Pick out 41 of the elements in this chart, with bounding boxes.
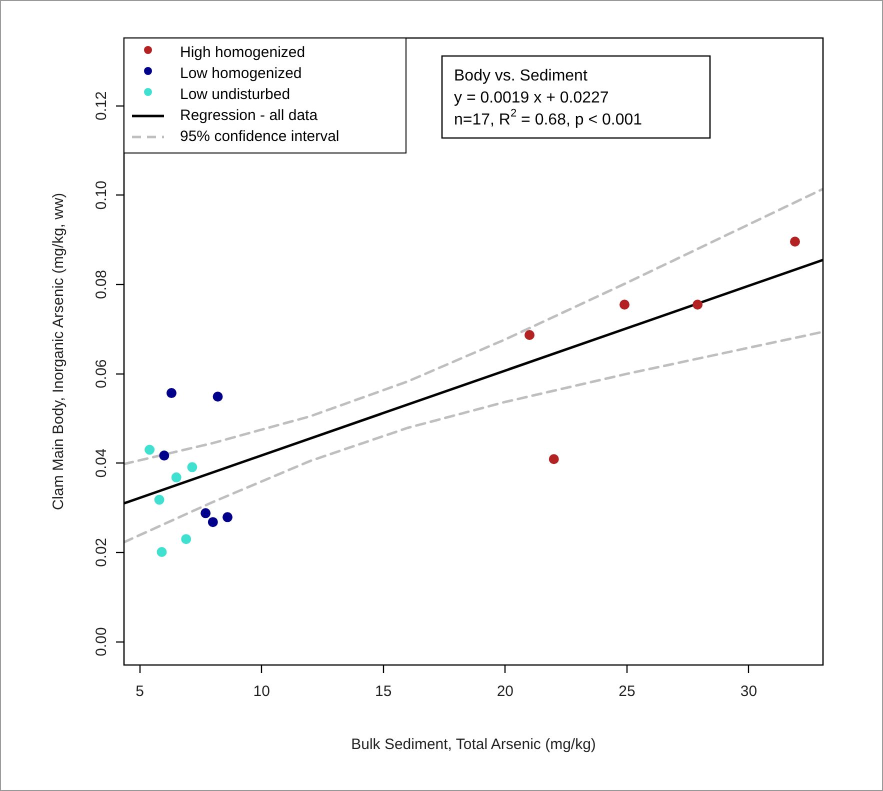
legend-label: Low undisturbed: [180, 86, 290, 104]
point: [222, 512, 233, 522]
y-tick-label: 0.06: [93, 359, 110, 388]
x-tick-label: 15: [375, 683, 392, 700]
x-tick-label: 10: [253, 683, 270, 700]
point: [200, 508, 211, 518]
point: [548, 454, 559, 464]
x-axis-title: Bulk Sediment, Total Arsenic (mg/kg): [351, 736, 596, 754]
point: [166, 388, 176, 398]
x-tick-label: 20: [496, 683, 514, 700]
point: [181, 534, 192, 544]
annotation: Body vs. Sediment: [454, 67, 588, 84]
point: [156, 547, 167, 558]
point: [159, 450, 170, 461]
point: [524, 330, 535, 340]
point: [212, 392, 223, 402]
point: [620, 300, 630, 310]
annotation: y = 0.0019 x + 0.0227: [454, 89, 609, 106]
x-tick-label: 25: [618, 683, 636, 700]
y-tick-label: 0.02: [93, 538, 110, 568]
point: [171, 472, 182, 482]
legend-label: Low homogenized: [180, 65, 302, 82]
y-tick-label: 0.04: [93, 448, 110, 478]
line-series: [124, 330, 823, 544]
point: [790, 236, 800, 247]
point: [154, 494, 164, 505]
legend-label: High homogenized: [180, 44, 306, 62]
line-series: [124, 188, 823, 466]
point: [208, 517, 218, 528]
y-tick-label: 0.10: [93, 180, 110, 210]
y-tick-label: 0.12: [93, 91, 110, 120]
x-tick-label: 30: [740, 683, 758, 700]
y-axis-title: Clam Main Body, Inorganic Arsenic (mg/kg, ww): [50, 192, 68, 510]
point: [187, 462, 198, 472]
legend-label: 95% confidence interval: [180, 128, 340, 146]
y-tick-label: 0.00: [93, 627, 110, 656]
legend-label: Regression - all data: [180, 107, 318, 124]
y-tick-label: 0.08: [93, 270, 110, 300]
x-tick-label: 5: [136, 683, 144, 700]
point: [692, 300, 703, 310]
point: [144, 444, 155, 455]
